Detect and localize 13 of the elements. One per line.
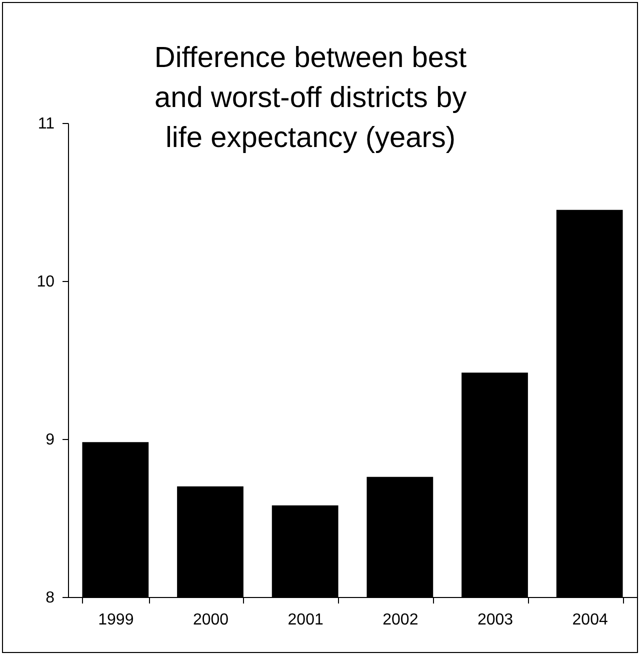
text: Difference between best <box>154 42 467 74</box>
y-tick-label: 11 <box>38 116 55 132</box>
y-tick-label: 8 <box>46 590 55 606</box>
x-tick-label: 2004 <box>572 612 608 628</box>
y-tick-label: 9 <box>46 432 55 448</box>
text: life expectancy (years) <box>165 122 456 154</box>
x-tick-label: 2001 <box>288 612 324 628</box>
text: and worst-off districts by <box>154 82 467 114</box>
x-tick-label: 2000 <box>192 612 229 628</box>
x-tick-label: 2002 <box>382 612 418 628</box>
y-tick-label: 10 <box>36 274 55 290</box>
x-tick-label: 1999 <box>98 612 134 628</box>
x-tick-label: 2003 <box>477 612 514 628</box>
